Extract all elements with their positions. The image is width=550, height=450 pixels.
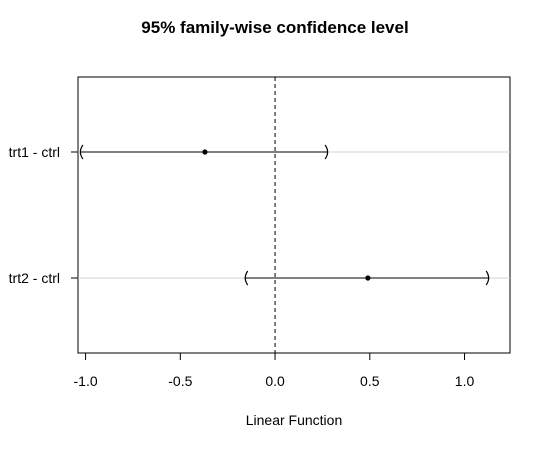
estimate-point — [365, 275, 371, 281]
interval-lower-bracket — [244, 270, 249, 286]
interval-upper-bracket — [324, 144, 329, 160]
x-tick-label: -0.5 — [168, 373, 192, 389]
y-tick-label: trt1 - ctrl — [9, 144, 60, 160]
y-axis: trt1 - ctrl trt2 - ctrl — [9, 144, 78, 286]
intervals — [79, 144, 490, 286]
interval-lower-bracket — [79, 144, 84, 160]
interval-upper-bracket — [485, 270, 490, 286]
x-axis-label: Linear Function — [246, 412, 343, 428]
y-tick-label: trt2 - ctrl — [9, 270, 60, 286]
chart-title: 95% family-wise confidence level — [141, 18, 409, 37]
gridlines — [78, 151, 510, 279]
x-axis: -1.0 -0.5 0.0 0.5 1.0 — [74, 353, 475, 389]
x-tick-label: 1.0 — [455, 373, 475, 389]
estimate-point — [202, 149, 208, 155]
plot-frame — [77, 76, 511, 354]
x-tick-label: 0.0 — [265, 373, 285, 389]
x-tick-label: -1.0 — [74, 373, 98, 389]
x-tick-label: 0.5 — [360, 373, 380, 389]
